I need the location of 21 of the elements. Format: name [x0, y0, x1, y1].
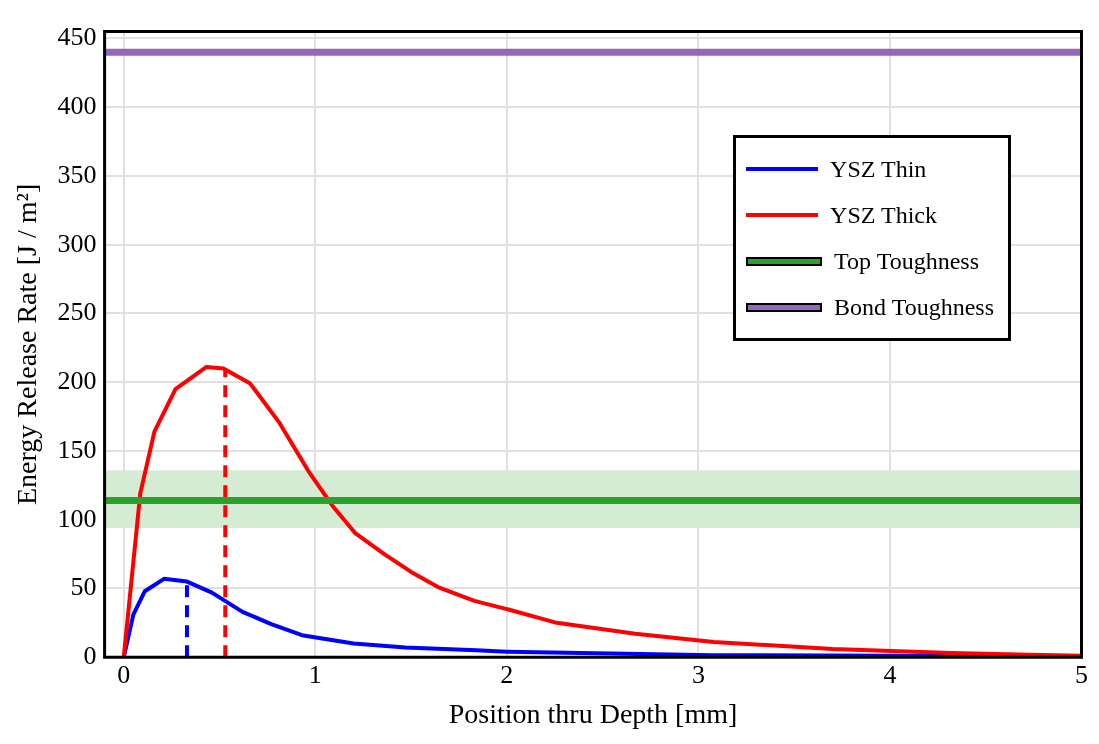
y-tick-label: 50: [70, 572, 97, 602]
x-tick-label: 1: [308, 659, 322, 689]
x-tick-label: 2: [500, 659, 514, 689]
legend-label: YSZ Thin: [830, 155, 927, 183]
x-tick-label: 3: [691, 659, 705, 689]
legend-label: Top Toughness: [834, 247, 979, 275]
y-tick-label: 150: [57, 434, 97, 464]
y-axis-title: Energy Release Rate [J / m²]: [11, 183, 43, 506]
y-tick-label: 100: [57, 503, 97, 533]
y-tick-label: 400: [57, 91, 97, 121]
legend-label: Bond Toughness: [834, 293, 994, 321]
y-tick-label: 350: [57, 159, 97, 189]
x-tick-label: 4: [883, 659, 897, 689]
y-tick-label: 200: [57, 366, 97, 396]
y-tick-label: 300: [57, 228, 97, 258]
legend-label: YSZ Thick: [830, 201, 937, 229]
y-tick-label: 250: [57, 297, 97, 327]
x-tick-label: 0: [117, 659, 131, 689]
x-tick-label: 5: [1075, 659, 1088, 689]
y-tick-label: 450: [57, 22, 97, 52]
x-axis-title: Position thru Depth [mm]: [448, 697, 738, 729]
